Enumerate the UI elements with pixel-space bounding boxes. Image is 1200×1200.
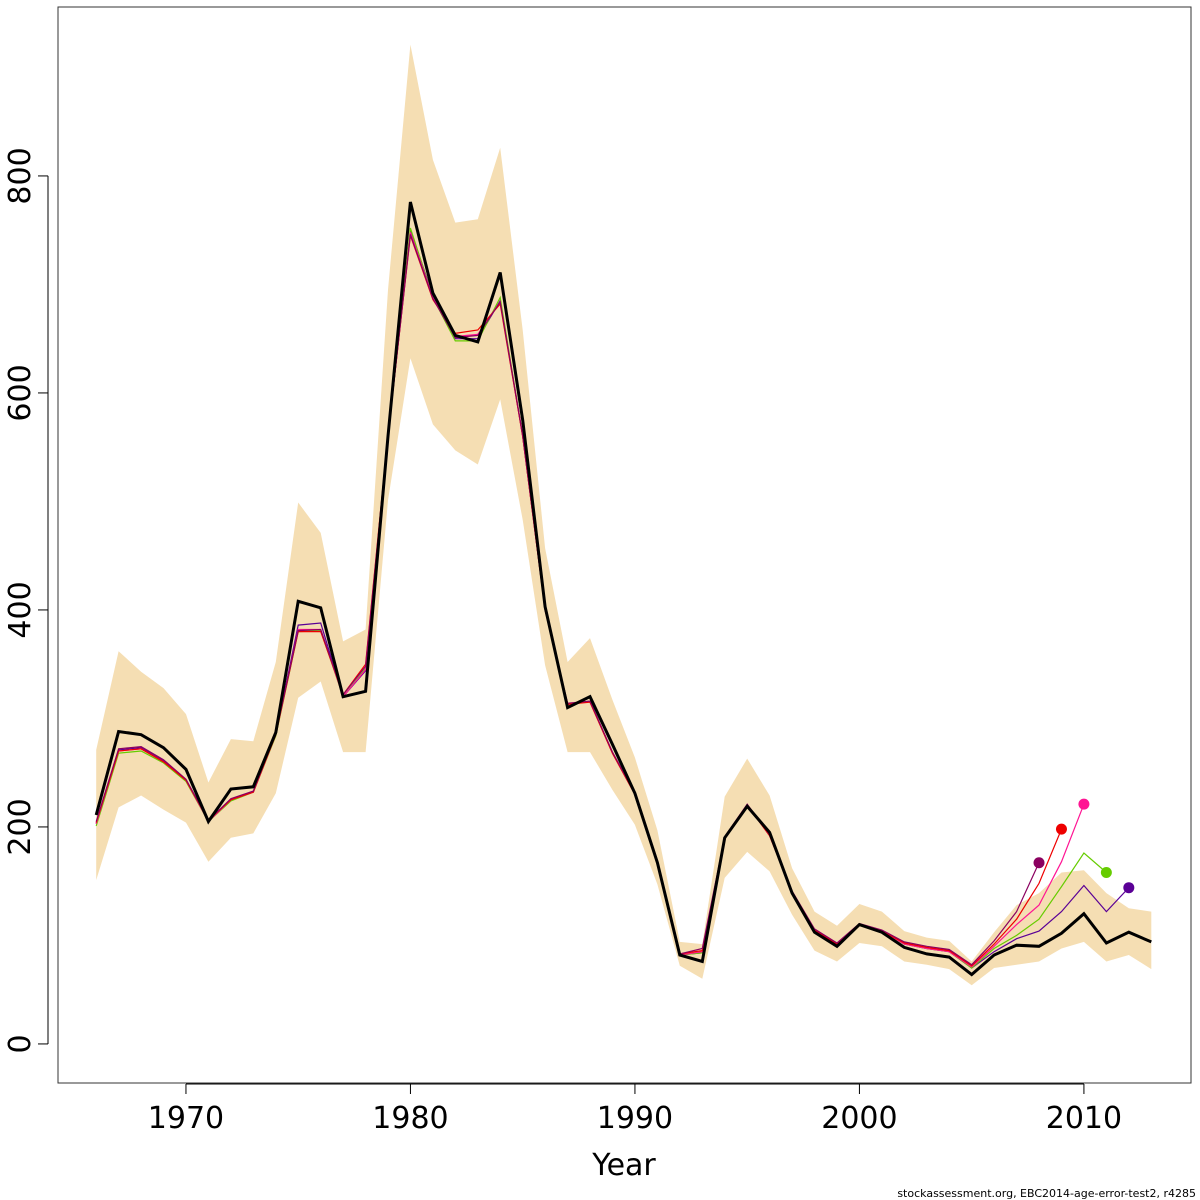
end-point <box>1055 823 1067 835</box>
x-tick-label: 2010 <box>1046 1101 1122 1136</box>
end-point <box>1123 882 1135 894</box>
x-tick-label: 1990 <box>597 1101 673 1136</box>
y-tick-label: 600 <box>3 364 38 421</box>
x-tick-label: 1980 <box>372 1101 448 1136</box>
end-point <box>1078 798 1090 810</box>
series-line <box>94 201 1152 977</box>
plot-frame <box>57 6 1192 1084</box>
y-tick-label: 0 <box>3 1034 38 1053</box>
series-line <box>95 235 1063 967</box>
series-line <box>95 234 1040 966</box>
end-point <box>1033 857 1045 869</box>
series-line <box>95 227 1107 969</box>
x-tick-label: 2000 <box>821 1101 897 1136</box>
confidence-band <box>96 44 1152 986</box>
series-line <box>95 230 1130 969</box>
x-tick-label: 1970 <box>148 1101 224 1136</box>
footer: stockassessment.org, EBC2014-age-error-t… <box>897 1187 1196 1200</box>
y-tick-label: 400 <box>3 581 38 638</box>
x-axis-label: Year <box>591 1148 656 1183</box>
series-line <box>95 232 1085 968</box>
y-tick-label: 200 <box>3 798 38 855</box>
end-point <box>1100 867 1112 879</box>
y-tick-label: 800 <box>3 147 38 204</box>
